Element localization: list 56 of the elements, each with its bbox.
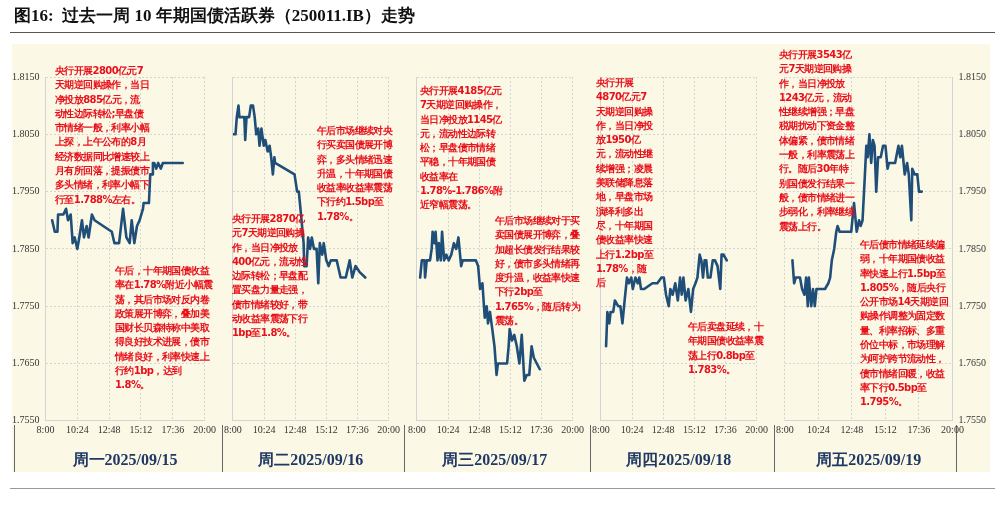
x-tick-label: 10:24: [620, 424, 644, 436]
x-tick-label: 8:00: [36, 424, 55, 436]
x-tick-label: 17:36: [346, 424, 369, 436]
x-tick-label: 17:36: [161, 424, 185, 436]
x-axis-title: 周一2025/09/15: [71, 450, 178, 468]
x-axis-title: 周二2025/09/16: [257, 450, 364, 468]
x-tick-label: 20:00: [193, 424, 216, 436]
x-axis-title: 周四2025/09/18: [625, 450, 732, 468]
x-tick-label: 10:24: [252, 424, 276, 436]
text: 央行开展4870亿元7天期逆回购操作，当日净投放1950亿元，流动性继续增强；凌晨美联储降息落地，早盘市场演绎利多出尽，十年期国债收益率快速上行1.2bp至1.78%，随后: [596, 77, 654, 289]
y-tick-label: 1.8150: [12, 70, 40, 82]
x-axis-title: 周三2025/09/17: [441, 450, 548, 468]
x-tick-label: 17:36: [714, 424, 737, 436]
x-tick-label: 10:24: [436, 424, 460, 436]
x-tick-label: 20:00: [561, 424, 584, 436]
x-tick-label: 12:48: [467, 424, 491, 436]
x-tick-label: 8:00: [776, 424, 794, 436]
x-tick-label: 12:48: [283, 424, 307, 436]
x-tick-label: 17:36: [530, 424, 553, 436]
y-tick-label: 1.7650: [12, 357, 40, 369]
x-tick-label: 15:12: [874, 424, 897, 436]
y2-tick-label: 1.8050: [958, 127, 986, 139]
x-tick-label: 20:00: [745, 424, 768, 436]
x-tick-label: 10:24: [65, 424, 89, 436]
x-tick-label: 12:48: [97, 424, 121, 436]
x-tick-label: 8:00: [224, 424, 242, 436]
y2-tick-label: 1.7950: [958, 185, 986, 197]
y-tick-label: 1.7550: [12, 414, 40, 426]
x-tick-label: 15:12: [682, 424, 706, 436]
x-tick-label: 15:12: [498, 424, 522, 436]
chart-title: 图16: 过去一周 10 年期国债活跃券（250011.IB）走势: [14, 5, 415, 27]
x-tick-label: 15:12: [314, 424, 338, 436]
x-tick-label: 12:48: [840, 424, 864, 436]
y-tick-label: 1.7750: [12, 299, 40, 311]
annotation: 午后市场继续对于买卖国债展开博弈，叠加超长债发行结果较好，债市多头情绪再度升温，收益率快速下行2bp至1.765%，随后转为震荡。: [495, 214, 582, 329]
annotation: 午后卖盘延续，十年期国债收益率震荡上行0.8bp至1.783%。: [688, 320, 764, 377]
x-tick-label: 17:36: [907, 424, 931, 436]
y-tick-label: 1.7950: [12, 185, 40, 197]
x-tick-label: 15:12: [129, 424, 153, 436]
text: 午后，十年期国债收益率在1.78%附近小幅震荡，其后市场对反内卷政策展开博弈，叠加美国财长贝森特称中美取得良好技术进展，债市情绪良好，利率快速上行约1bp，达到1.8%。: [115, 265, 213, 391]
x-tick-label: 10:24: [807, 424, 830, 436]
y2-tick-label: 1.7550: [958, 414, 986, 426]
text: 央行开展4185亿元7天期逆回购操作，当日净投放1145亿元，流动性边际转松；早盘债市情绪平稳，十年期国债收益率在1.78%-1.786%附近窄幅震荡。: [420, 85, 503, 211]
y2-tick-label: 1.7750: [958, 299, 986, 311]
y-tick-label: 1.7850: [12, 242, 40, 254]
y2-tick-label: 1.8150: [958, 70, 986, 82]
x-tick-label: 8:00: [408, 424, 426, 436]
y2-tick-label: 1.7650: [958, 357, 986, 369]
x-tick-label: 8:00: [592, 424, 610, 436]
x-tick-label: 12:48: [651, 424, 675, 436]
x-axis-title: 周五2025/09/19: [815, 450, 922, 468]
y-tick-label: 1.8050: [12, 127, 40, 139]
x-tick-label: 20:00: [377, 424, 400, 436]
text: 午后债市情绪延续偏弱，十年期国债收益率快速上行1.5bp至1.805%，随后央行公开市场14天期逆回购操作调整为固定数量、利率招标、多重价位中标，市场理解为呵护跨节流动性，债市情绪回暖，收益率下行0.5bp至1.795%。: [860, 239, 948, 408]
y2-tick-label: 1.7850: [958, 242, 986, 254]
annotation: 午后市场继续对央行买卖国债展开博弈，多头情绪迅速升温，十年期国债收益率收益率震荡下行约1.5bp至1.78%。: [317, 124, 394, 224]
